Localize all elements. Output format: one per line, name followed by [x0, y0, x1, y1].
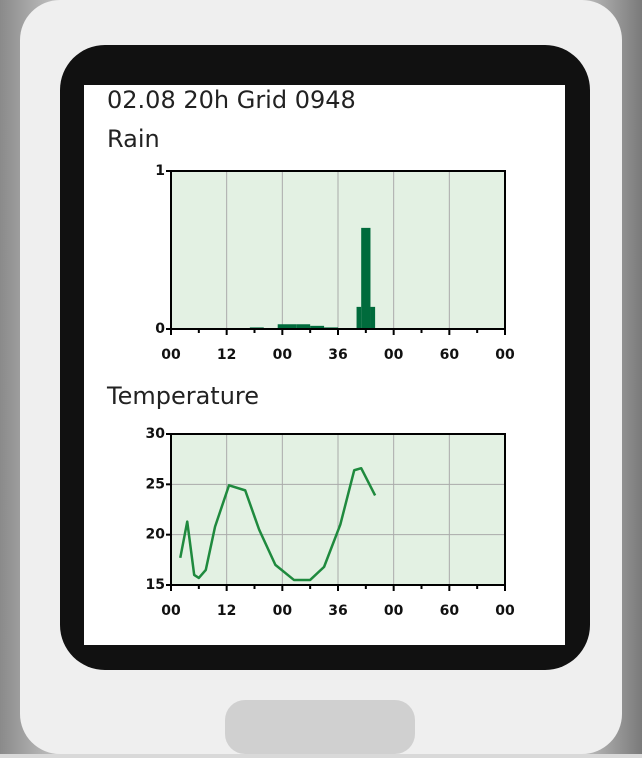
chart-title: Temperature	[106, 382, 259, 410]
y-tick-label: 30	[146, 426, 166, 442]
y-tick-label: 15	[146, 577, 165, 593]
chart-title: Rain	[107, 125, 160, 153]
y-tick-label: 0	[155, 321, 165, 337]
x-tick-label: 60	[440, 347, 460, 363]
y-tick-label: 1	[155, 163, 165, 179]
x-tick-label: 36	[328, 603, 347, 619]
header-title: 02.08 20h Grid 0948	[107, 86, 356, 114]
x-tick-label: 00	[495, 603, 515, 619]
x-tick-label: 00	[161, 603, 181, 619]
bar	[357, 307, 362, 329]
x-tick-label: 00	[161, 347, 181, 363]
x-tick-label: 12	[217, 347, 236, 363]
bar	[370, 307, 375, 329]
y-tick-label: 20	[146, 527, 166, 543]
x-tick-label: 00	[273, 347, 293, 363]
x-tick-label: 36	[328, 347, 347, 363]
y-tick-label: 25	[146, 476, 165, 492]
page: { "header": {"title": "02.08 20h Grid 09…	[0, 0, 642, 754]
x-tick-label: 00	[273, 603, 293, 619]
x-tick-label: 00	[495, 347, 515, 363]
x-tick-label: 12	[217, 603, 236, 619]
x-tick-label: 00	[384, 603, 404, 619]
x-tick-label: 60	[440, 603, 460, 619]
x-tick-label: 00	[384, 347, 404, 363]
phone-screenshot: 02.08 20h Grid 0948 Rain0012003600600001…	[0, 0, 642, 754]
bar	[361, 228, 370, 329]
nav-key[interactable]	[225, 700, 415, 754]
